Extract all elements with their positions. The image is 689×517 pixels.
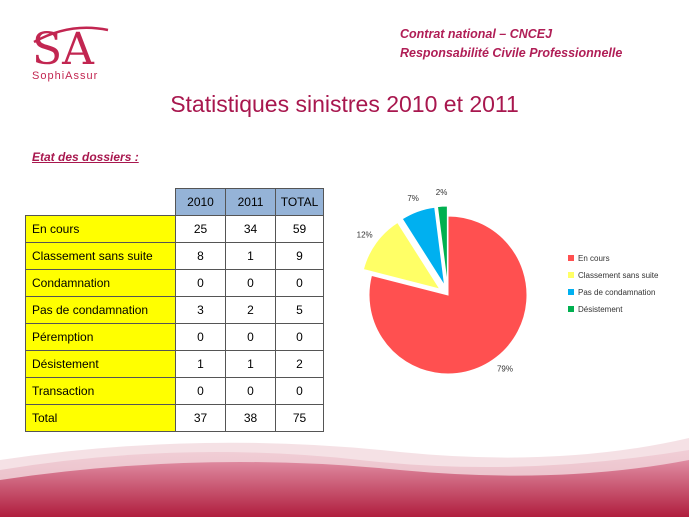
table-row-label: Total <box>25 404 176 432</box>
pie-slice-label: 2% <box>436 188 448 197</box>
table-row: Total 37 38 75 <box>25 404 324 432</box>
footer-swoosh <box>0 438 689 517</box>
table-cell: 2 <box>275 350 324 378</box>
table-cell: 0 <box>175 269 226 297</box>
table-row-label: Condamnation <box>25 269 176 297</box>
pie-slice <box>401 206 446 286</box>
table-cell: 3 <box>175 296 226 324</box>
legend-label: Désistement <box>578 305 623 314</box>
table-row-label: Pas de condamnation <box>25 296 176 324</box>
table-col-header: 2010 <box>175 188 226 216</box>
table-cell: 2 <box>225 296 276 324</box>
pie-slice-label: 79% <box>497 364 513 373</box>
header-contract: Contrat national – CNCEJ <box>400 27 553 41</box>
table-cell: 34 <box>225 215 276 243</box>
table-col-header: 2011 <box>225 188 276 216</box>
pie-chart-svg: 79% 12% 7% 2% En cours Classement sans suite P… <box>357 188 659 375</box>
legend-swatch <box>568 255 574 261</box>
pie-slice-label: 7% <box>407 194 419 203</box>
table-cell: 37 <box>175 404 226 432</box>
table-cell: 0 <box>275 323 324 351</box>
table-header-row: 2010 2011 TOTAL <box>26 188 324 216</box>
table-cell: 0 <box>275 269 324 297</box>
table-row-label: Transaction <box>25 377 176 405</box>
table-cell: 1 <box>175 350 226 378</box>
table-col-header: TOTAL <box>275 188 324 216</box>
pie-slice <box>362 221 442 290</box>
table-cell: 0 <box>175 377 226 405</box>
table-row: Transaction 0 0 0 <box>25 377 324 405</box>
pie-chart: 79% 12% 7% 2% En cours Classement sans suite P… <box>335 178 685 378</box>
legend-label: En cours <box>578 254 610 263</box>
legend-swatch <box>568 306 574 312</box>
table-cell: 38 <box>225 404 276 432</box>
table-row: Désistement 1 1 2 <box>25 350 324 378</box>
table-row-label: Péremption <box>25 323 176 351</box>
table-cell: 59 <box>275 215 324 243</box>
table-cell: 0 <box>225 269 276 297</box>
header-subtitle: Responsabilité Civile Professionnelle <box>400 46 623 60</box>
pie-slice <box>436 205 448 286</box>
table-cell: 75 <box>275 404 324 432</box>
table-cell: 8 <box>175 242 226 270</box>
table-cell: 0 <box>225 377 276 405</box>
table-row-label: Classement sans suite <box>25 242 176 270</box>
pie-slice <box>368 215 528 375</box>
table-row-label: Désistement <box>25 350 176 378</box>
table-corner <box>26 189 176 216</box>
table-row-label: En cours <box>25 215 176 243</box>
table-row: Condamnation 0 0 0 <box>25 269 324 297</box>
legend-swatch <box>568 272 574 278</box>
table-cell: 1 <box>225 242 276 270</box>
table-cell: 0 <box>175 323 226 351</box>
table-cell: 1 <box>225 350 276 378</box>
table-cell: 0 <box>225 323 276 351</box>
table-cell: 5 <box>275 296 324 324</box>
table-cell: 9 <box>275 242 324 270</box>
table-cell: 25 <box>175 215 226 243</box>
table-cell: 0 <box>275 377 324 405</box>
table-row: Pas de condamnation 3 2 5 <box>25 296 324 324</box>
section-label: Etat des dossiers : <box>32 150 139 164</box>
logo-monogram: SA <box>32 24 95 75</box>
table-row: Classement sans suite 8 1 9 <box>25 242 324 270</box>
table-row: En cours 25 34 59 <box>25 215 324 243</box>
legend-label: Pas de condamnation <box>578 288 655 297</box>
slide-title: Statistiques sinistres 2010 et 2011 <box>170 91 519 117</box>
stats-table: 2010 2011 TOTAL En cours 25 34 59 Classement… <box>25 188 324 432</box>
pie-slice-label: 12% <box>357 230 373 239</box>
sophiassur-logo: SA <box>32 24 109 75</box>
logo-name: SophiAssur <box>32 70 99 82</box>
table-row: Péremption 0 0 0 <box>25 323 324 351</box>
legend-swatch <box>568 289 574 295</box>
legend-label: Classement sans suite <box>578 271 659 280</box>
